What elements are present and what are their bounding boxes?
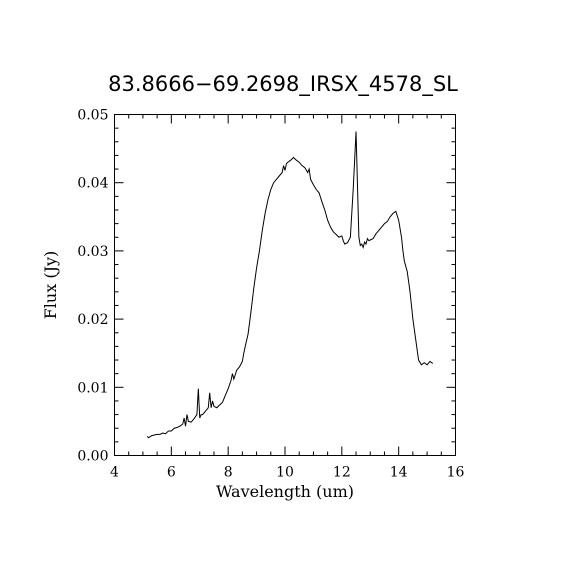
flux-series-line [146,131,434,439]
y-tick-label: 0.01 [77,380,108,396]
axis-ticks [114,114,456,456]
x-tick-label: 10 [276,465,294,481]
y-tick-label: 0.05 [77,108,108,124]
y-tick-label: 0.03 [77,244,108,260]
y-axis-label: Flux (Jy) [41,251,60,320]
x-tick-labels: 4 6 8 10 12 14 16 [110,465,464,481]
x-tick-label: 6 [167,465,176,481]
y-tick-label: 0.02 [77,312,108,328]
y-tick-label: 0.00 [77,449,108,465]
plot-frame [114,114,456,456]
y-tick-labels: 0.00 0.01 0.02 0.03 0.04 0.05 [77,108,108,465]
x-tick-label: 16 [447,465,465,481]
x-tick-label: 14 [390,465,408,481]
chart-title: 83.8666−69.2698_IRSX_4578_SL [108,72,458,97]
y-tick-label: 0.04 [77,176,108,192]
x-axis-label: Wavelength (um) [216,482,354,501]
x-tick-label: 4 [110,465,119,481]
x-tick-label: 12 [333,465,351,481]
x-tick-label: 8 [224,465,233,481]
